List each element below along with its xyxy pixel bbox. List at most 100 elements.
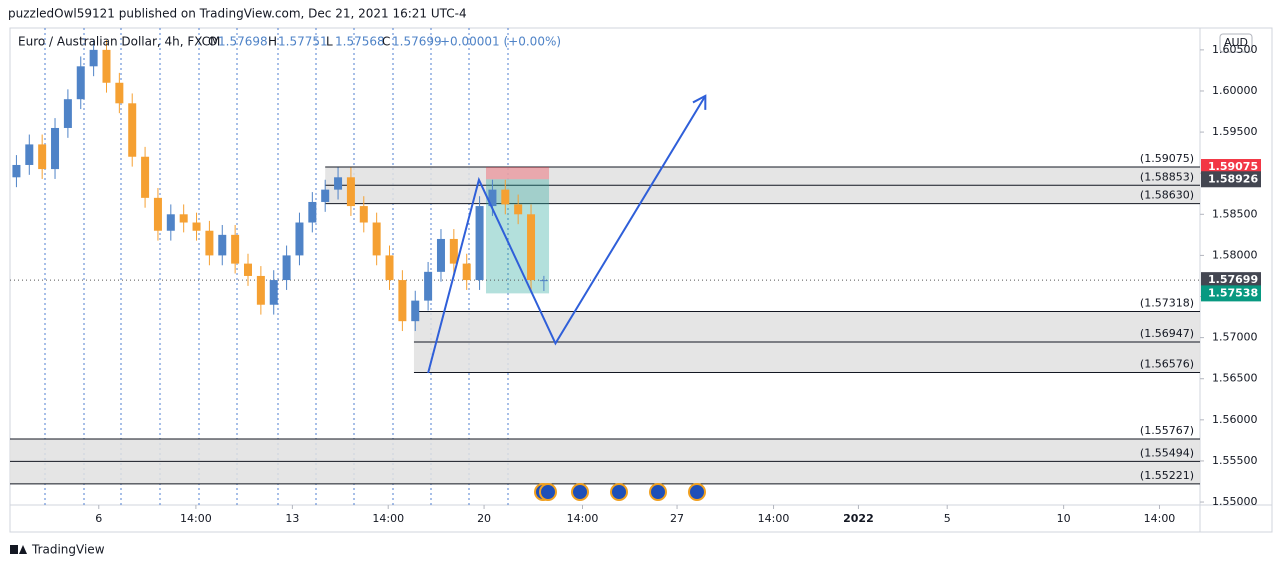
candle-body (539, 280, 548, 282)
x-tick-label: 27 (670, 512, 684, 525)
candle-body (282, 255, 291, 281)
candle-body (334, 177, 343, 190)
candle-body (102, 49, 111, 83)
candle-body (192, 222, 201, 231)
zone-label: (1.55494) (1140, 446, 1194, 459)
candle-body (38, 144, 47, 170)
plot: (1.59075) (1.58853) (1.58630) (1.57318) (1.5… (10, 40, 1200, 485)
x-tick-label: 14:00 (372, 512, 404, 525)
x-tick-label: 20 (477, 512, 491, 525)
candle-body (12, 164, 21, 178)
candle-body (424, 271, 433, 301)
currency[interactable]: AUD (1224, 36, 1248, 49)
price-tag (1201, 171, 1261, 188)
l-letter: L (326, 35, 333, 49)
candle-body (76, 66, 85, 100)
candle-body (256, 275, 265, 305)
zone-label: (1.56576) (1140, 357, 1194, 370)
candle-body (295, 222, 304, 256)
zone-label: (1.55221) (1140, 469, 1194, 482)
price-tag-label: 1.57699 (1208, 273, 1258, 286)
zone-label: (1.57318) (1140, 296, 1194, 309)
change: +0.00001 (+0.00%) (440, 35, 561, 49)
candle-body (488, 189, 497, 207)
l-value: 1.57568 (335, 35, 385, 49)
zone-label: (1.55767) (1140, 424, 1194, 437)
x-tick-label: 2022 (843, 512, 874, 525)
currency-button[interactable] (1219, 33, 1253, 53)
candle-body (475, 206, 484, 281)
target-zone (486, 179, 550, 294)
price-tag (1201, 285, 1261, 302)
logo (10, 545, 27, 554)
y-tick-label: 1.56500 (1212, 372, 1258, 385)
candle-body (269, 280, 278, 305)
candle-body (51, 127, 60, 170)
o-value: 1.57698 (218, 35, 268, 49)
symbol: Euro / Australian Dollar, 4h, FXCM (18, 35, 220, 49)
candle-body (385, 255, 394, 281)
candle-body (115, 82, 124, 104)
y-tick-label: 1.55500 (1212, 454, 1258, 467)
candle-body (359, 206, 368, 223)
ohlc-legend: O 1.57698 H 1.57751 L 1.57568 C 1.57699 … (208, 35, 561, 49)
zone-label: (1.59075) (1140, 152, 1194, 165)
candle-body (436, 238, 445, 272)
price-tag-label: 1.59075 (1208, 160, 1258, 173)
candle-body (153, 197, 162, 231)
x-tick-label: 10 (1057, 512, 1071, 525)
candle-body (398, 280, 407, 322)
x-tick-label: 14:00 (758, 512, 790, 525)
candle-body (179, 214, 188, 223)
price-tag-label: 1.57538 (1208, 286, 1258, 299)
c-value: 1.57699 (392, 35, 442, 49)
candle-body (346, 177, 355, 207)
candle-body (89, 49, 98, 67)
x-tick-label: 14:00 (1144, 512, 1176, 525)
candle-body (231, 234, 240, 264)
stop-zone (486, 167, 550, 180)
header: puzzledOwl59121 published on TradingView… (8, 7, 467, 21)
candle-body (218, 234, 227, 256)
y-tick-label: 1.56000 (1212, 413, 1258, 426)
brand: TradingView (31, 543, 105, 557)
h-value: 1.57751 (278, 35, 328, 49)
candle-body (25, 144, 34, 165)
zone-label: (1.56947) (1140, 327, 1194, 340)
x-tick-label: 6 (95, 512, 102, 525)
x-tick-label: 13 (285, 512, 299, 525)
candle-body (141, 156, 150, 198)
y-tick-label: 1.55000 (1212, 495, 1258, 508)
candle-body (321, 189, 330, 202)
y-tick-label: 1.59500 (1212, 125, 1258, 138)
y-tick-label: 1.57000 (1212, 331, 1258, 344)
candle-body (514, 204, 523, 215)
candle-body (205, 230, 214, 256)
candle-body (128, 103, 137, 157)
x-tick-label: 14:00 (180, 512, 212, 525)
candle-body (308, 201, 317, 223)
event-icons (534, 483, 706, 501)
candle-body (166, 214, 175, 231)
price-tag (1201, 159, 1261, 176)
c-letter: C (382, 35, 390, 49)
candle-body (501, 189, 510, 205)
arrow-head (692, 94, 707, 110)
y-tick-label: 1.58500 (1212, 207, 1258, 220)
candle-body (63, 99, 72, 128)
x-tick-label: 14:00 (567, 512, 599, 525)
x-tick-label: 5 (944, 512, 951, 525)
candle-body (462, 263, 471, 281)
y-tick-label: 1.58000 (1212, 248, 1258, 261)
candle-body (244, 263, 252, 276)
candle-body (372, 222, 381, 256)
candle-body (449, 238, 458, 264)
zone-label: (1.58853) (1140, 170, 1194, 183)
y-tick-label: 1.60000 (1212, 84, 1258, 97)
candle-body (527, 214, 536, 281)
candle-body (411, 300, 420, 322)
trend-drawing (427, 95, 707, 374)
zone-label: (1.58630) (1140, 189, 1194, 202)
o-letter: O (208, 35, 217, 49)
